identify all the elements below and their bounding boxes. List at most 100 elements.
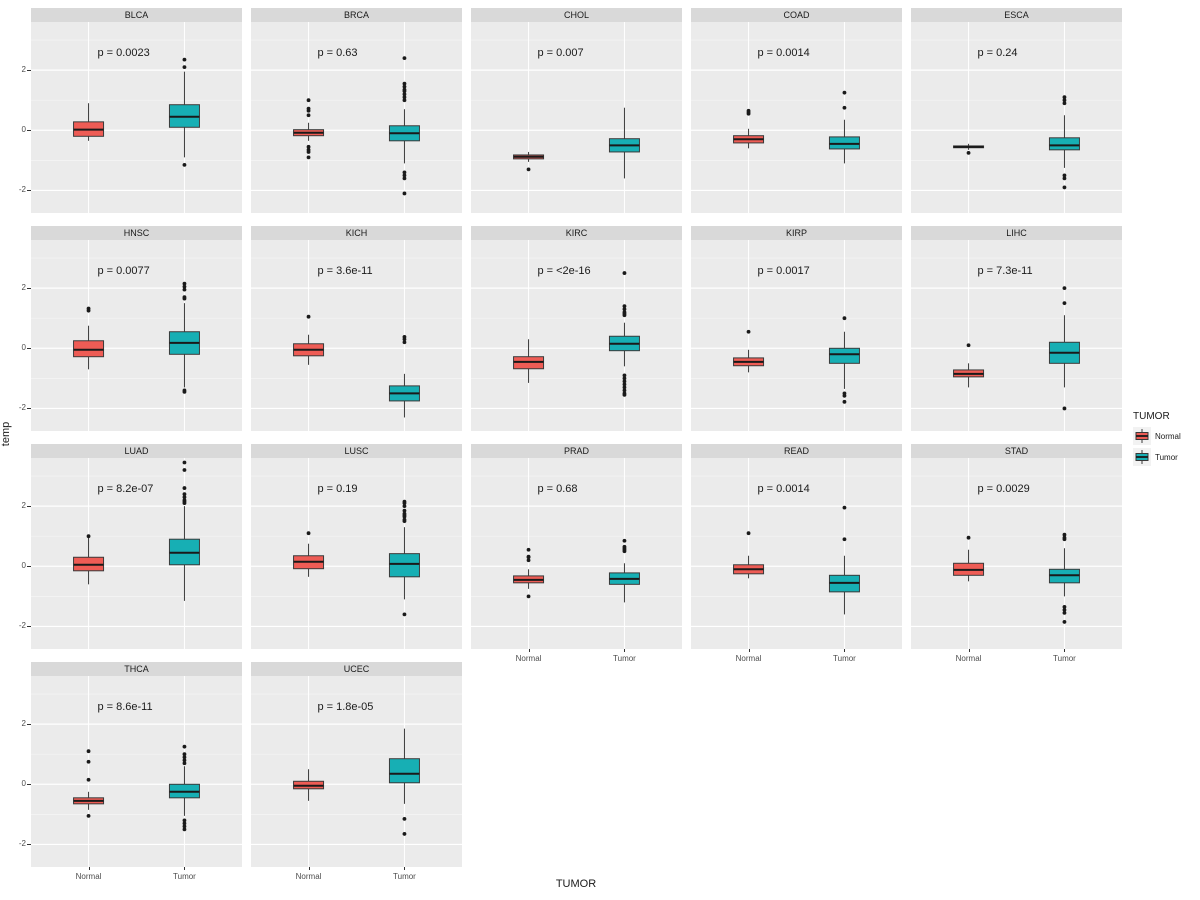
legend-label: Tumor [1155,452,1178,462]
outlier-point [1062,176,1067,181]
outlier-point [182,284,187,289]
p-value-label: p = 1.8e-05 [317,701,373,713]
p-value-label: p = 0.24 [977,47,1017,59]
facet-panel-LUAD: p = 8.2e-07 [31,458,242,649]
outlier-point [1062,406,1067,411]
outlier-point [526,167,531,172]
y-tick-mark [27,130,31,132]
facet-strip-ESCA: ESCA [911,8,1122,22]
outlier-point [306,531,311,536]
outlier-point [86,777,91,782]
outlier-point [182,755,187,760]
outlier-point [966,343,971,348]
y-tick-mark [27,348,31,350]
x-tick-mark [308,867,310,870]
outlier-point [1062,611,1067,615]
outlier-point [402,191,407,196]
outlier-point [1062,604,1067,609]
outlier-point [182,389,187,394]
facet-panel-KIRP: p = 0.0017 [691,240,902,431]
y-tick-label: 0 [21,561,26,571]
facet-panel-KIRC: p = <2e-16 [471,240,682,431]
facet-panel-LUSC: p = 0.19 [251,458,462,649]
facet-strip-KIRP: KIRP [691,226,902,240]
facet-panel-UCEC: p = 1.8e-05 [251,676,462,867]
outlier-point [1062,535,1067,540]
outlier-point [182,495,187,500]
outlier-point [842,105,847,110]
y-tick-label: -2 [18,403,26,413]
outlier-point [182,468,187,472]
y-tick-label: 0 [21,125,26,135]
boxplot-svg-LIHC: p = 7.3e-11 [911,240,1122,431]
outlier-point [306,144,311,149]
x-tick-label: Normal [75,872,102,881]
y-tick-mark [27,724,31,726]
outlier-point [402,176,407,181]
y-tick-mark [27,408,31,410]
outlier-point [402,84,407,89]
x-tick-label: Tumor [173,872,196,881]
p-value-label: p = 0.0029 [977,483,1029,495]
outlier-point [86,813,91,818]
outlier-point [1062,301,1067,306]
outlier-point [86,759,91,764]
boxplot-svg-CHOL: p = 0.007 [471,22,682,213]
box-KIRP-Tumor [828,347,860,364]
outlier-point [1062,532,1067,537]
facet-panel-COAD: p = 0.0014 [691,22,902,213]
outlier-point [86,534,91,539]
boxplot-svg-READ: p = 0.0014 [691,458,902,649]
facet-strip-LUAD: LUAD [31,444,242,458]
facet-strip-KICH: KICH [251,226,462,240]
outlier-point [402,508,407,513]
boxplot-svg-ESCA: p = 0.24 [911,22,1122,213]
outlier-point [746,329,751,334]
p-value-label: p = <2e-16 [537,265,590,277]
outlier-point [402,340,407,345]
outlier-point [1062,95,1067,100]
outlier-point [622,393,627,397]
x-tick-label: Tumor [613,654,636,663]
y-tick-label: -2 [18,839,26,849]
outlier-point [306,113,311,118]
p-value-label: p = 8.6e-11 [97,701,152,713]
facet-panel-READ: p = 0.0014 [691,458,902,649]
outlier-point [842,316,847,321]
outlier-point [842,537,847,542]
boxplot-svg-BRCA: p = 0.63 [251,22,462,213]
y-tick-mark [27,566,31,568]
outlier-point [306,106,311,111]
p-value-label: p = 0.68 [537,483,577,495]
outlier-point [1062,607,1067,612]
p-value-label: p = 7.3e-11 [977,265,1032,277]
x-tick-mark [404,867,406,870]
y-tick-label: 0 [21,779,26,789]
facet-strip-PRAD: PRAD [471,444,682,458]
x-tick-label: Tumor [833,654,856,663]
x-tick-label: Tumor [393,872,416,881]
outlier-point [182,498,187,503]
outlier-point [746,531,751,536]
x-tick-mark [1064,649,1066,652]
outlier-point [182,486,187,490]
y-tick-mark [27,626,31,628]
legend-entry-Tumor: Tumor [1133,448,1199,466]
outlier-point [1062,98,1067,103]
outlier-point [402,612,407,617]
p-value-label: p = 0.19 [317,483,357,495]
outlier-point [622,382,627,387]
boxplot-svg-HNSC: p = 0.0077 [31,240,242,431]
box-HNSC-Normal [73,340,105,358]
box-LUSC-Tumor [388,553,420,578]
outlier-point [182,752,187,757]
p-value-label: p = 0.007 [537,47,583,59]
outlier-point [402,98,407,103]
outlier-point [182,818,187,823]
outlier-point [402,499,407,504]
facet-strip-UCEC: UCEC [251,662,462,676]
outlier-point [1062,173,1067,178]
legend-entry-Normal: Normal [1133,427,1199,445]
facet-panel-KICH: p = 3.6e-11 [251,240,462,431]
